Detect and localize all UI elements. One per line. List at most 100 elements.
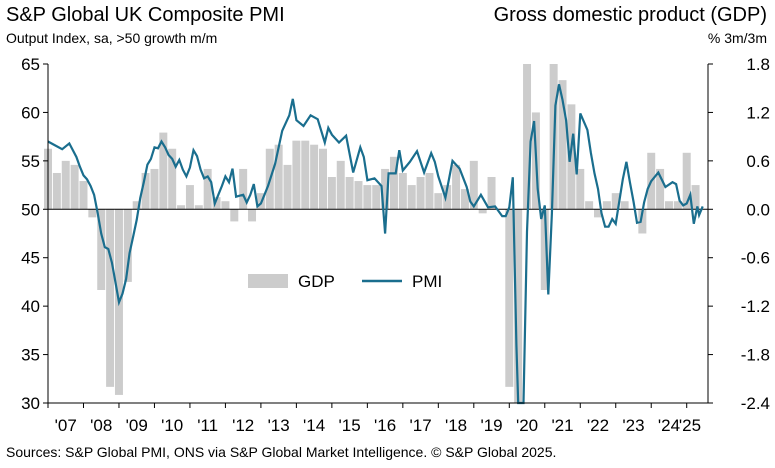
x-tick-label-10: '17 xyxy=(410,416,432,435)
legend: GDP PMI xyxy=(248,272,442,291)
legend-gdp-swatch xyxy=(248,274,288,288)
gdp-bar-30 xyxy=(310,144,319,210)
x-tick-label-5: '12 xyxy=(232,416,254,435)
gdp-bar-6 xyxy=(97,209,106,290)
x-tick-label-17: '24 xyxy=(658,416,680,435)
gdp-bar-64 xyxy=(611,193,620,210)
left-tick-label-0: 65 xyxy=(21,55,40,74)
gdp-bar-59 xyxy=(567,104,576,210)
gdp-bar-40 xyxy=(398,172,407,210)
gdp-bar-71 xyxy=(673,201,682,210)
gdp-bar-67 xyxy=(638,209,647,234)
gdp-bar-13 xyxy=(159,132,168,210)
gdp-bar-23 xyxy=(248,209,257,222)
right-axis-title: Gross domestic product (GDP) xyxy=(493,4,767,26)
right-tick-label-6: -1.8 xyxy=(741,346,770,365)
chart-subtitle: Output Index, sa, >50 growth m/m xyxy=(6,30,218,46)
gdp-bar-72 xyxy=(682,152,691,210)
gdp-bar-27 xyxy=(283,164,292,210)
gdp-bar-42 xyxy=(416,177,425,210)
gdp-bar-21 xyxy=(230,209,239,222)
gdp-bar-61 xyxy=(585,201,594,210)
x-tick-label-18: '25 xyxy=(679,416,701,435)
right-tick-label-1: 1.2 xyxy=(746,103,770,122)
gdp-bar-15 xyxy=(177,205,186,210)
legend-pmi-label: PMI xyxy=(412,272,442,291)
gdp-bar-56 xyxy=(540,209,549,290)
gdp-bar-36 xyxy=(363,185,372,210)
x-tick-label-13: '20 xyxy=(516,416,538,435)
left-tick-label-4: 45 xyxy=(21,249,40,268)
gdp-bars xyxy=(44,64,700,403)
gdp-bar-38 xyxy=(381,168,390,210)
right-tick-label-2: 0.6 xyxy=(746,152,770,171)
gdp-bar-73 xyxy=(691,185,700,210)
gdp-bar-33 xyxy=(336,160,345,210)
gdp-bar-70 xyxy=(664,201,673,210)
gdp-bar-62 xyxy=(594,209,602,218)
gdp-bar-22 xyxy=(239,168,248,210)
x-tick-label-8: '15 xyxy=(339,416,361,435)
gdp-bar-53 xyxy=(514,209,523,403)
x-tick-label-0: '07 xyxy=(55,416,77,435)
pmi-series-line xyxy=(47,84,704,405)
gdp-bar-41 xyxy=(407,185,416,210)
source-footer: Sources: S&P Global PMI, ONS via S&P Glo… xyxy=(6,444,557,460)
gdp-bar-17 xyxy=(194,205,203,210)
gdp-bar-19 xyxy=(212,197,221,210)
right-tick-label-7: -2.4 xyxy=(741,394,770,413)
gdp-bar-65 xyxy=(620,201,629,210)
gdp-bar-2 xyxy=(61,160,70,210)
gdp-bar-3 xyxy=(70,164,79,210)
x-tick-label-14: '21 xyxy=(551,416,573,435)
left-tick-label-2: 55 xyxy=(21,152,40,171)
x-tick-label-1: '08 xyxy=(90,416,112,435)
gdp-bar-9 xyxy=(123,209,132,282)
right-tick-label-5: -1.2 xyxy=(741,297,770,316)
gdp-bar-34 xyxy=(345,177,354,210)
legend-gdp-label: GDP xyxy=(298,272,335,291)
gdp-bar-31 xyxy=(319,148,327,210)
gdp-bar-35 xyxy=(354,181,363,210)
right-tick-label-0: 1.8 xyxy=(746,55,770,74)
gdp-bar-37 xyxy=(372,185,381,210)
x-tick-label-16: '23 xyxy=(622,416,644,435)
x-tick-label-9: '16 xyxy=(374,416,396,435)
x-tick-label-7: '14 xyxy=(303,416,325,435)
gdp-bar-44 xyxy=(434,193,443,210)
x-tick-label-12: '19 xyxy=(480,416,502,435)
gdp-bar-48 xyxy=(469,160,478,210)
right-tick-label-3: 0.0 xyxy=(746,200,770,219)
x-tick-label-4: '11 xyxy=(197,416,218,435)
gdp-bar-20 xyxy=(221,201,230,210)
gdp-bar-69 xyxy=(656,168,665,210)
gdp-bar-14 xyxy=(168,148,177,210)
gdp-bar-47 xyxy=(460,189,469,210)
gdp-bar-46 xyxy=(452,164,461,210)
gdp-bar-39 xyxy=(389,156,398,210)
pmi-gdp-chart: 65 60 55 50 45 40 35 30 1.8 1.2 0.6 0.0 -0.6 -1.2 -1.… xyxy=(21,55,770,435)
gdp-bar-16 xyxy=(185,185,194,210)
gdp-bar-5 xyxy=(88,209,97,218)
gdp-bar-45 xyxy=(443,185,452,210)
chart-title: S&P Global UK Composite PMI xyxy=(6,4,285,26)
right-tick-label-4: -0.6 xyxy=(741,249,770,268)
gdp-bar-58 xyxy=(558,80,567,210)
gdp-bar-63 xyxy=(602,201,611,210)
gdp-bar-49 xyxy=(478,209,487,214)
gdp-bar-12 xyxy=(150,168,159,210)
gdp-bar-1 xyxy=(52,172,61,210)
gdp-bar-28 xyxy=(292,140,301,210)
gdp-bar-54 xyxy=(523,64,532,210)
gdp-bar-43 xyxy=(425,172,434,210)
left-tick-label-7: 30 xyxy=(21,394,40,413)
x-tick-label-2: '09 xyxy=(126,416,148,435)
gdp-bar-29 xyxy=(301,140,310,210)
gdp-bar-52 xyxy=(505,209,514,387)
right-axis-subtitle: % 3m/3m xyxy=(707,30,767,46)
left-tick-label-6: 35 xyxy=(21,346,40,365)
left-tick-label-3: 50 xyxy=(21,200,40,219)
gdp-bar-18 xyxy=(203,168,212,210)
gdp-bar-11 xyxy=(141,172,150,210)
left-tick-label-5: 40 xyxy=(21,297,40,316)
